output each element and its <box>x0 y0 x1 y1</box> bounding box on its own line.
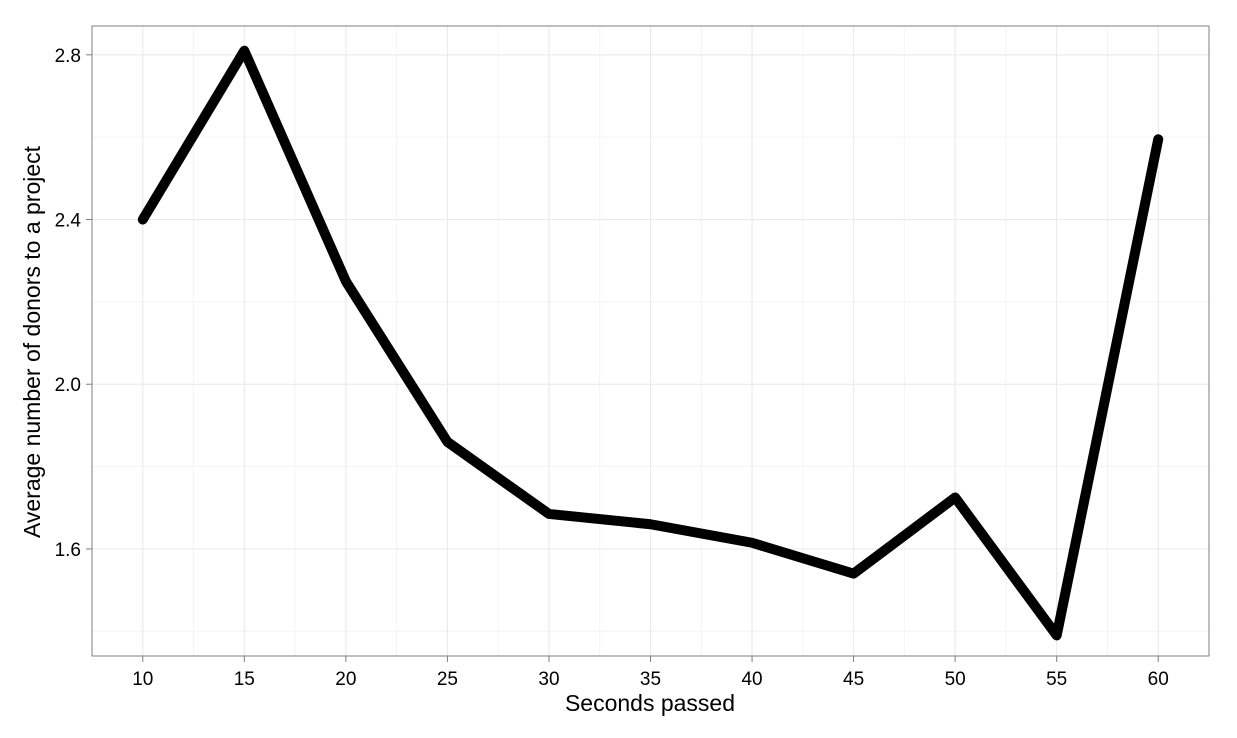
x-tick-label: 10 <box>132 669 153 690</box>
x-tick-label: 50 <box>945 669 966 690</box>
axis-layer: 10 15 20 25 30 35 40 45 50 55 60 1.6 2.0 2.4 2.8 <box>55 46 1169 690</box>
x-tick-label: 60 <box>1148 669 1169 690</box>
x-axis-title: Seconds passed <box>565 690 735 716</box>
y-tick-label: 1.6 <box>55 540 81 561</box>
x-tick-label: 55 <box>1046 669 1067 690</box>
x-tick-label: 20 <box>335 669 356 690</box>
y-axis-title: Average number of donors to a project <box>19 145 45 538</box>
x-tick-label: 25 <box>437 669 458 690</box>
y-tick-label: 2.8 <box>55 46 81 67</box>
x-tick-label: 15 <box>234 669 255 690</box>
x-tick-label: 30 <box>538 669 559 690</box>
y-tick-label: 2.4 <box>55 211 82 232</box>
y-tick-label: 2.0 <box>55 375 81 396</box>
grid-layer <box>92 26 1209 656</box>
x-tick-label: 35 <box>640 669 661 690</box>
x-tick-label: 45 <box>843 669 864 690</box>
x-tick-label: 40 <box>741 669 762 690</box>
